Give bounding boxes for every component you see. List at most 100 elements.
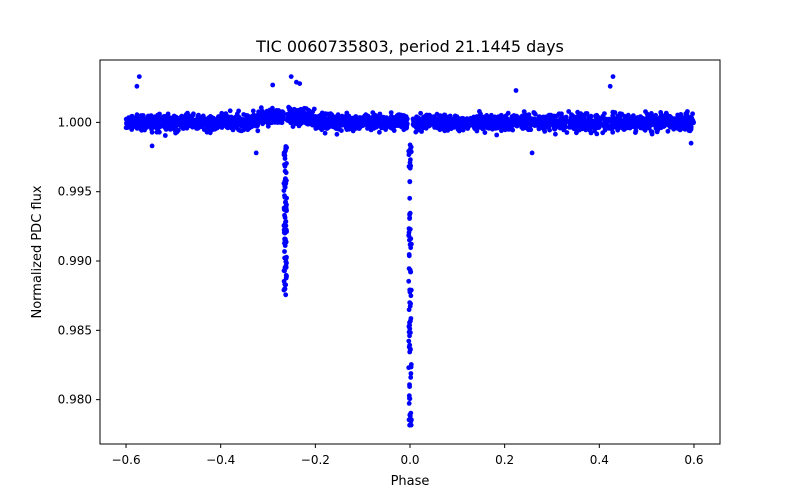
- data-point: [575, 123, 580, 129]
- data-point: [521, 109, 527, 114]
- data-point: [281, 223, 287, 229]
- data-point: [528, 116, 534, 121]
- data-point: [409, 241, 414, 247]
- data-point: [282, 249, 287, 254]
- data-point: [283, 170, 289, 176]
- data-point: [688, 140, 694, 146]
- data-point: [680, 119, 685, 125]
- data-point: [140, 126, 146, 132]
- data-point: [450, 118, 455, 124]
- data-point: [227, 108, 233, 114]
- data-point: [317, 121, 323, 127]
- data-point: [248, 119, 254, 125]
- data-point: [456, 119, 462, 125]
- data-point: [350, 128, 356, 134]
- data-point: [450, 121, 455, 127]
- data-point: [261, 112, 267, 118]
- data-point: [132, 118, 138, 124]
- data-point: [157, 129, 162, 135]
- data-point: [143, 118, 148, 124]
- data-point: [282, 265, 288, 270]
- data-point: [610, 129, 616, 135]
- data-point: [249, 114, 255, 119]
- data-point: [363, 112, 369, 118]
- data-points: [123, 74, 696, 428]
- data-point: [641, 118, 647, 124]
- data-point: [557, 125, 563, 131]
- data-point: [283, 199, 288, 205]
- data-point: [482, 130, 488, 136]
- data-point: [283, 208, 289, 214]
- data-point: [418, 110, 423, 116]
- data-point: [322, 130, 328, 136]
- data-point: [437, 119, 443, 124]
- data-point: [684, 117, 689, 123]
- data-point: [621, 127, 627, 132]
- data-point: [510, 127, 516, 133]
- data-point: [383, 127, 388, 132]
- data-point: [600, 130, 606, 136]
- data-point: [331, 121, 337, 127]
- data-point: [482, 119, 488, 125]
- data-point: [407, 300, 413, 305]
- data-point: [478, 116, 484, 122]
- data-point: [126, 115, 132, 120]
- data-point: [164, 116, 170, 121]
- data-point: [664, 112, 670, 118]
- data-point: [406, 278, 412, 284]
- data-point: [625, 112, 631, 118]
- data-point: [282, 281, 288, 287]
- data-point: [492, 114, 498, 120]
- data-point: [407, 396, 412, 401]
- data-point: [219, 110, 225, 116]
- data-point: [423, 118, 429, 123]
- data-point: [319, 127, 325, 133]
- data-point: [406, 252, 412, 257]
- data-point: [351, 115, 357, 121]
- data-point: [593, 124, 599, 130]
- data-point: [562, 123, 568, 128]
- data-point: [523, 120, 529, 126]
- data-point: [404, 116, 410, 122]
- data-point: [356, 121, 362, 127]
- data-point: [343, 125, 349, 131]
- data-point: [553, 131, 558, 137]
- y-tick-label: 0.980: [58, 393, 92, 407]
- data-point: [149, 129, 155, 135]
- data-point: [653, 112, 659, 118]
- data-point: [649, 111, 654, 116]
- x-axis: −0.6 −0.4 −0.2 0.0 0.2 0.4 0.6: [111, 444, 704, 467]
- data-point: [408, 245, 414, 251]
- data-point: [284, 145, 289, 151]
- y-axis: 0.980 0.985 0.990 0.995 1.000: [58, 115, 100, 407]
- data-point: [406, 233, 412, 239]
- data-point: [490, 119, 495, 125]
- y-axis-label: Normalized PDC flux: [30, 185, 45, 318]
- data-point: [399, 114, 405, 120]
- data-point: [633, 121, 638, 126]
- data-point: [283, 275, 289, 281]
- data-point: [428, 120, 434, 126]
- data-point: [592, 128, 597, 134]
- data-point: [304, 121, 310, 127]
- data-point: [392, 119, 398, 125]
- data-point: [388, 110, 394, 115]
- data-point: [407, 417, 413, 423]
- x-tick-label: 0.4: [590, 453, 609, 467]
- data-point: [186, 119, 192, 125]
- data-point: [156, 124, 162, 130]
- data-point: [537, 125, 543, 131]
- data-point: [285, 114, 291, 120]
- data-point: [145, 122, 151, 128]
- data-point: [406, 307, 412, 313]
- data-point: [281, 150, 287, 156]
- data-point: [683, 111, 689, 117]
- data-point: [532, 111, 538, 117]
- data-point: [646, 121, 651, 127]
- y-tick-label: 1.000: [58, 115, 92, 129]
- data-point: [408, 410, 414, 416]
- data-point: [215, 115, 221, 121]
- data-point: [178, 121, 183, 127]
- data-point: [406, 338, 412, 344]
- y-tick-label: 0.995: [58, 185, 92, 199]
